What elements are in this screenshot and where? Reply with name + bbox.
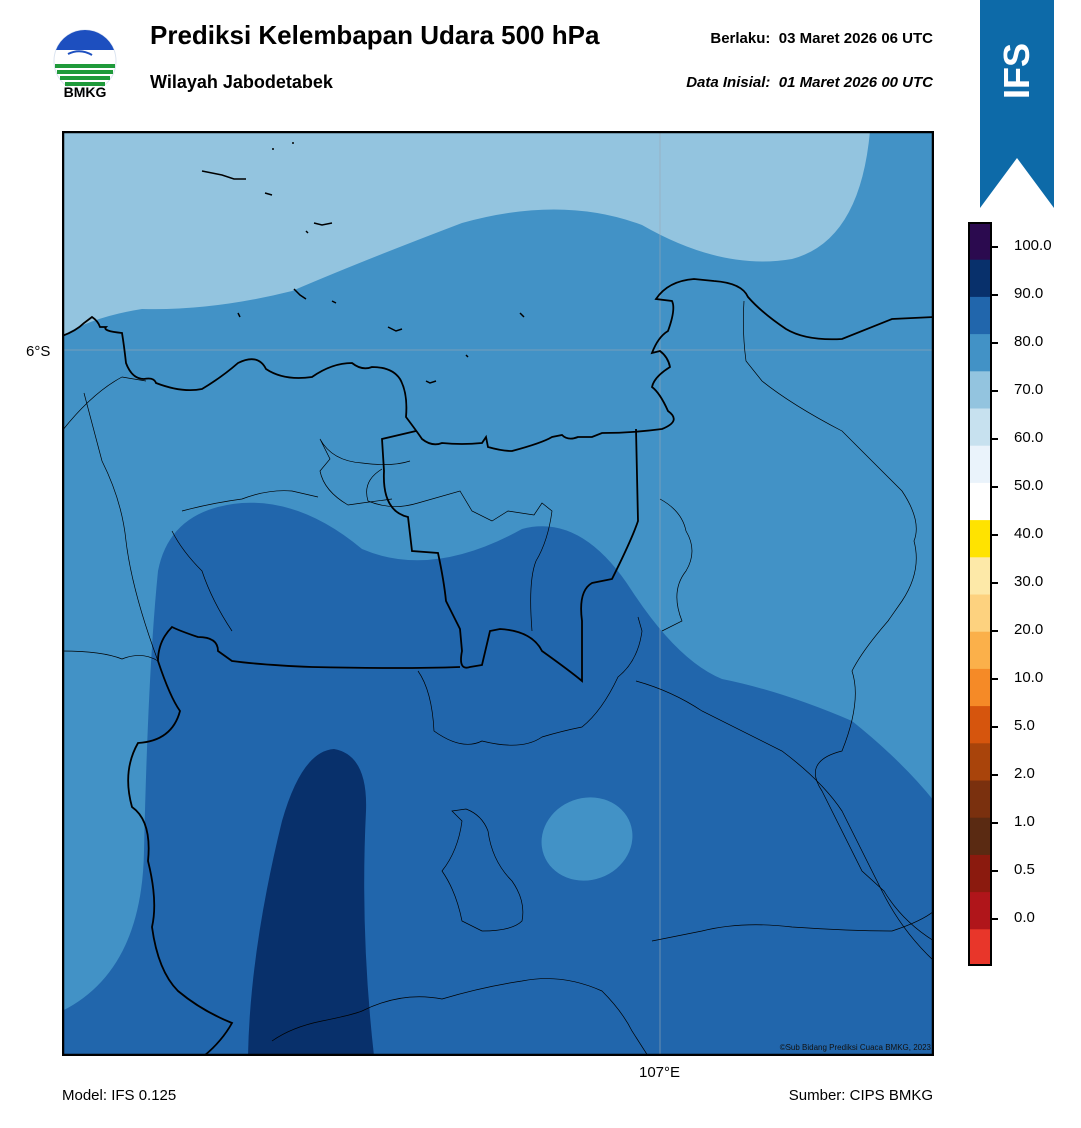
init-label: Data Inisial: [686,74,771,91]
valid-time: Berlaku: 03 Maret 2026 06 UTC [710,30,933,47]
colorbar-segment [968,519,992,558]
regency-boundaries [62,300,934,1056]
colorbar-segment [968,222,992,260]
field-90-100 [248,749,374,1056]
colorbar-tick [992,918,998,920]
colorbar-tick-label: 0.5 [1014,861,1035,878]
colorbar-segment [968,259,992,297]
colorbar-tick-label: 10.0 [1014,669,1044,686]
colorbar-tick-label: 1.0 [1014,813,1035,830]
colorbar-tick [992,390,998,392]
colorbar-tick [992,246,998,248]
province-boundary [127,428,639,1056]
colorbar-segment [968,631,992,669]
colorbar-tick [992,294,998,296]
colorbar-segment [968,891,992,930]
colorbar-segment [968,928,992,966]
colorbar-segment [968,780,992,818]
humidity-map [62,131,934,1056]
lon-label: 107°E [639,1064,681,1081]
thousand-islands [201,142,525,384]
colorbar-segment [968,296,992,335]
colorbar-tick [992,486,998,488]
source-label: Sumber: CIPS BMKG [788,1087,933,1104]
field-60-70 [62,131,870,336]
colorbar-segment [968,408,992,446]
colorbar-segment [968,333,992,372]
model-label: Model: IFS 0.125 [62,1087,177,1104]
page-subtitle: Wilayah Jabodetabek [150,72,333,92]
colorbar-tick-label: 20.0 [1014,621,1044,638]
colorbar-tick [992,774,998,776]
field-70-80-hole [541,797,633,881]
colorbar-tick-label: 0.0 [1014,909,1035,926]
colorbar-tick [992,534,998,536]
valid-label: Berlaku: [710,30,771,47]
colorbar-tick [992,822,998,824]
colorbar-segment [968,445,992,483]
coastline [62,278,934,452]
colorbar-tick-label: 50.0 [1014,477,1044,494]
colorbar-tick-label: 90.0 [1014,285,1044,302]
ifs-badge-text: IFS [995,42,1037,100]
colorbar-tick-label: 80.0 [1014,333,1044,350]
colorbar-segment [968,556,992,595]
valid-value: 03 Maret 2026 06 UTC [778,30,933,47]
colorbar-segment [968,705,992,744]
colorbar-tick [992,582,998,584]
init-time: Data Inisial: 01 Maret 2026 00 UTC [686,74,933,91]
colorbar-tick-label: 40.0 [1014,525,1044,542]
colorbar-tick [992,342,998,344]
colorbar-tick-label: 2.0 [1014,765,1035,782]
colorbar-segment [968,854,992,893]
colorbar-segment [968,668,992,707]
colorbar [968,222,992,966]
logo-text: BMKG [63,84,107,100]
colorbar-tick [992,726,998,728]
map-copyright: ©Sub Bidang Prediksi Cuaca BMKG, 2023 [779,1043,931,1052]
colorbar-segment [968,482,992,521]
colorbar-tick-label: 30.0 [1014,573,1044,590]
page-title: Prediksi Kelembapan Udara 500 hPa [150,20,600,50]
colorbar-segment [968,594,992,632]
colorbar-tick [992,438,998,440]
colorbar-segment [968,742,992,781]
colorbar-tick-label: 70.0 [1014,381,1044,398]
colorbar-tick-label: 100.0 [1014,237,1052,254]
init-value: 01 Maret 2026 00 UTC [778,74,933,91]
lat-label: 6°S [26,343,51,360]
colorbar-tick [992,630,998,632]
colorbar-segment [968,370,992,409]
ifs-badge [980,0,1054,208]
colorbar-tick [992,870,998,872]
colorbar-tick-label: 60.0 [1014,429,1044,446]
bmkg-logo-icon [53,29,117,93]
colorbar-segment [968,817,992,855]
colorbar-tick-label: 5.0 [1014,717,1035,734]
colorbar-tick [992,678,998,680]
